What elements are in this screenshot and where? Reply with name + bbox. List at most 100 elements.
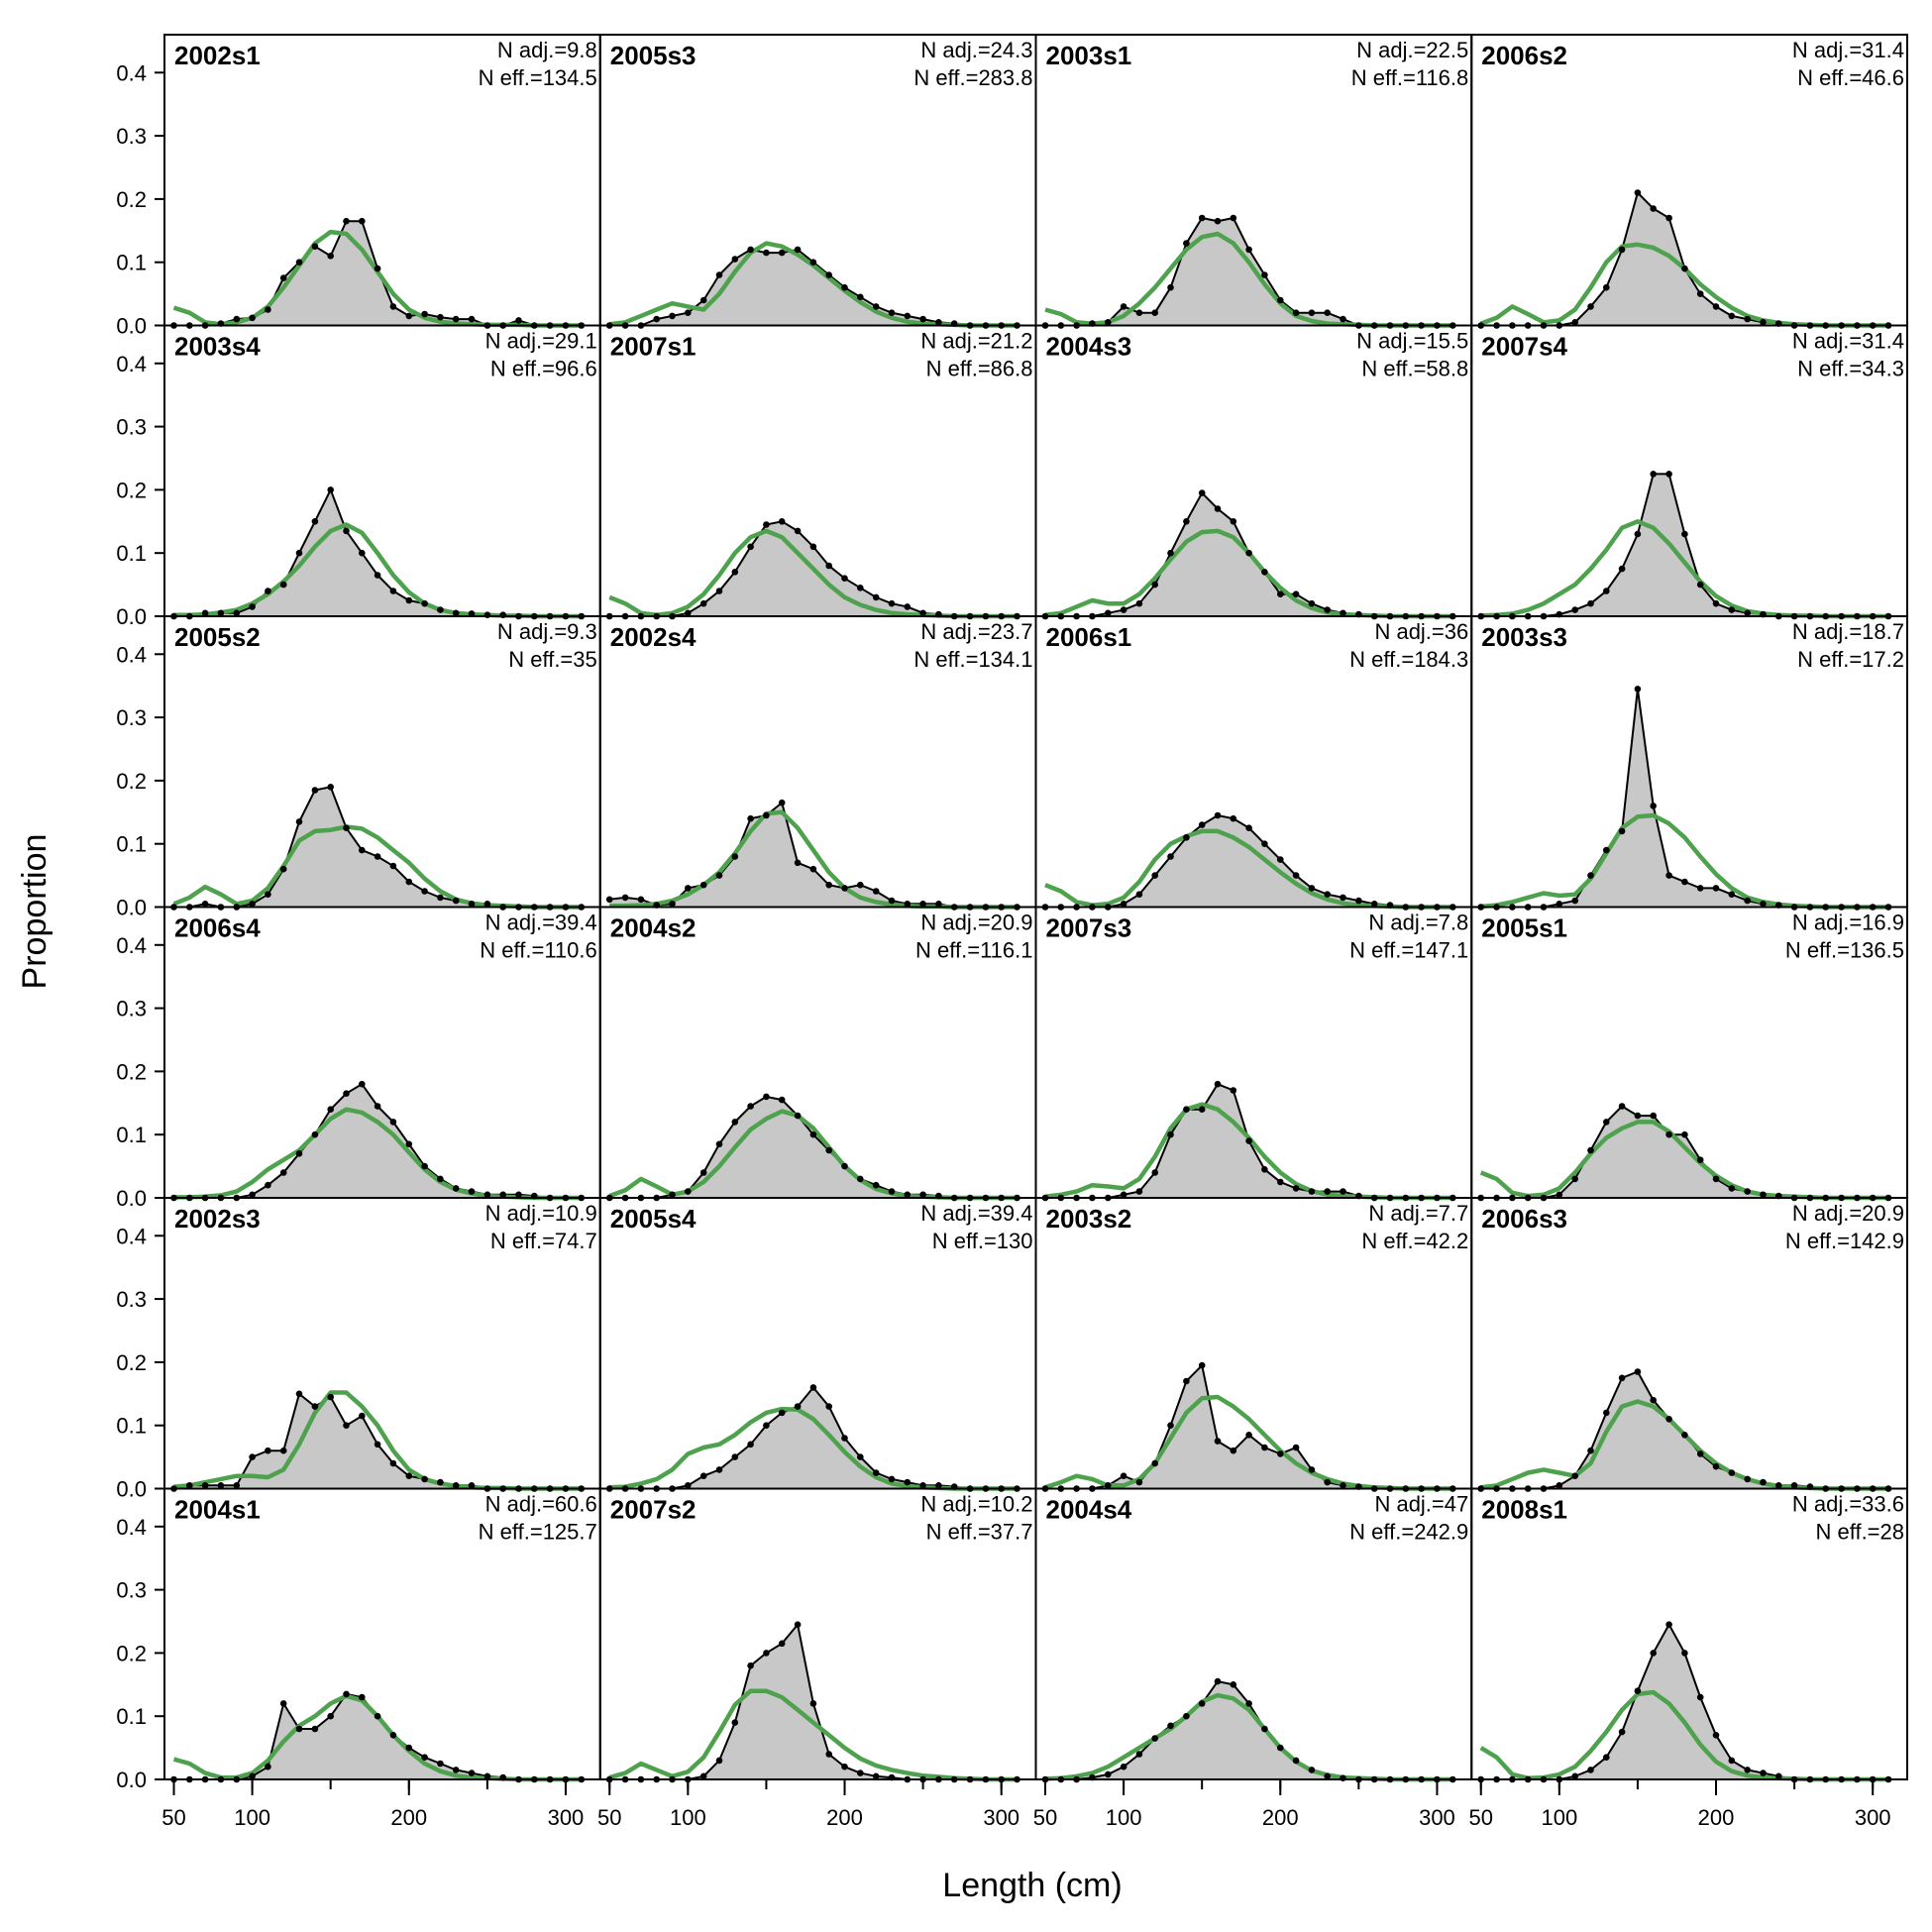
y-tick-label: 0.2 <box>116 1350 147 1375</box>
observed-point <box>919 315 926 323</box>
observed-point <box>1370 901 1378 908</box>
observed-area <box>173 1693 582 1779</box>
panel-2003s3: 2003s3 N adj.=18.7 N eff.=17.2 <box>1470 615 1908 911</box>
observed-point <box>311 1403 319 1410</box>
observed-point <box>1618 1103 1626 1110</box>
observed-point <box>1712 1175 1720 1183</box>
observed-point <box>327 1712 335 1720</box>
x-tick-label: 200 <box>826 1805 863 1830</box>
observed-point <box>1571 1175 1578 1183</box>
observed-point <box>809 543 817 551</box>
panel-label: 2006s4 <box>174 913 261 943</box>
observed-point <box>872 303 880 310</box>
panel-label: 2005s2 <box>174 622 261 652</box>
observed-area <box>1480 474 1889 616</box>
observed-point <box>389 1732 397 1739</box>
observed-point <box>1308 1188 1316 1195</box>
observed-point <box>343 1690 350 1698</box>
observed-point <box>468 901 476 908</box>
x-axis-title: Length (cm) <box>942 1867 1122 1904</box>
panel-2007s2: 2007s2 N adj.=10.2 N eff.=37.7 <box>598 1487 1037 1783</box>
x-tick-label: 300 <box>548 1805 585 1830</box>
x-tick-label: 200 <box>1698 1805 1735 1830</box>
panel-2005s4: 2005s4 N adj.=39.4 N eff.=130 <box>598 1197 1037 1492</box>
observed-point <box>1728 1469 1736 1476</box>
observed-point <box>1292 1444 1300 1451</box>
observed-point <box>327 486 335 493</box>
observed-point <box>747 246 754 254</box>
observed-point <box>935 901 942 908</box>
n-adj-label: N adj.=20.9 <box>1792 1201 1904 1226</box>
observed-point <box>1308 885 1316 892</box>
observed-point <box>1696 1156 1704 1163</box>
observed-point <box>1198 489 1206 496</box>
observed-point <box>1245 246 1252 254</box>
n-adj-label: N adj.=21.2 <box>920 329 1032 354</box>
observed-point <box>1556 1191 1563 1199</box>
n-eff-label: N eff.=35 <box>508 647 597 672</box>
observed-point <box>857 585 864 591</box>
observed-point <box>437 1760 444 1768</box>
observed-point <box>1634 189 1642 196</box>
observed-point <box>1120 901 1127 908</box>
n-adj-label: N adj.=10.2 <box>920 1492 1032 1517</box>
panel-2007s3: 2007s3 N adj.=7.8 N eff.=147.1 <box>1034 906 1473 1202</box>
observed-point <box>311 1130 319 1138</box>
observed-area <box>1480 192 1889 326</box>
observed-point <box>1681 1650 1688 1657</box>
observed-point <box>809 1700 817 1707</box>
observed-point <box>452 1767 460 1773</box>
observed-point <box>437 313 444 321</box>
n-eff-label: N eff.=136.5 <box>1785 938 1904 963</box>
observed-point <box>841 1162 848 1170</box>
panel-label: 2007s4 <box>1481 332 1567 362</box>
observed-point <box>1696 885 1704 892</box>
observed-point <box>311 787 319 794</box>
observed-point <box>217 609 225 617</box>
observed-point <box>778 1096 786 1104</box>
observed-area <box>1480 1371 1889 1489</box>
observed-point <box>1744 315 1751 323</box>
n-eff-label: N eff.=110.6 <box>480 938 596 963</box>
observed-point <box>1308 1767 1316 1773</box>
y-tick-label: 0.3 <box>116 415 147 440</box>
observed-point <box>1151 581 1158 589</box>
panel-label: 2003s4 <box>174 332 261 362</box>
observed-point <box>888 599 896 607</box>
observed-point <box>825 1403 832 1410</box>
observed-point <box>1105 319 1112 326</box>
observed-point <box>605 896 613 904</box>
observed-point <box>1324 1772 1331 1780</box>
observed-point <box>1308 309 1316 317</box>
observed-point <box>1681 530 1688 538</box>
observed-point <box>699 1772 707 1780</box>
y-axis-title: Proportion <box>16 834 54 990</box>
observed-point <box>233 609 241 617</box>
panel-label: 2003s3 <box>1481 622 1567 652</box>
observed-point <box>1292 1185 1300 1192</box>
observed-point <box>1183 1712 1190 1720</box>
observed-point <box>483 901 491 908</box>
n-eff-label: N eff.=96.6 <box>490 357 597 381</box>
panel-2004s1: 2004s1 N adj.=60.6 N eff.=125.7 <box>163 1487 601 1783</box>
observed-point <box>857 1453 864 1460</box>
observed-area <box>609 249 1018 326</box>
observed-point <box>669 901 676 908</box>
observed-point <box>359 1693 366 1701</box>
axes-layer: 0.0 0.1 0.2 0.3 0.4 0.0 0.1 0.2 0.3 0.4 0.0 0.1 0.2 0… <box>116 60 1890 1830</box>
observed-point <box>279 1169 287 1176</box>
observed-point <box>374 572 381 579</box>
observed-point <box>1665 214 1672 222</box>
observed-point <box>1261 271 1268 278</box>
observed-point <box>343 527 350 535</box>
observed-point <box>1587 1447 1594 1454</box>
observed-line <box>1480 689 1888 909</box>
n-adj-label: N adj.=7.7 <box>1368 1201 1468 1226</box>
y-tick-label: 0.2 <box>116 478 147 502</box>
n-eff-label: N eff.=86.8 <box>926 357 1033 381</box>
observed-point <box>1183 240 1190 247</box>
observed-point <box>1167 1422 1174 1429</box>
observed-point <box>669 312 676 320</box>
observed-point <box>249 1191 256 1199</box>
panel-label: 2002s4 <box>610 622 697 652</box>
